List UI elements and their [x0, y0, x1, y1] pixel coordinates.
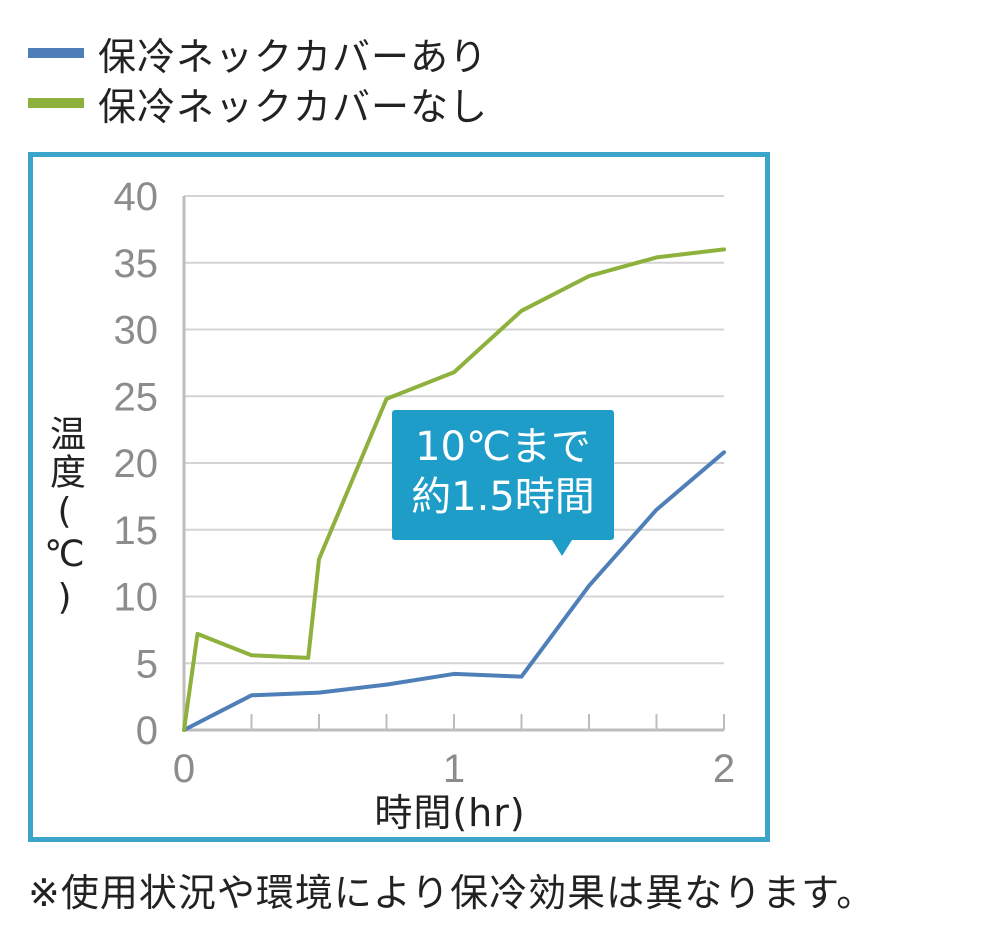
callout-line1: 10℃まで — [415, 424, 591, 470]
chart-frame — [28, 152, 770, 842]
y-tick-label-20: 20 — [114, 442, 159, 486]
y-tick-label-15: 15 — [114, 509, 159, 553]
y-tick-label-30: 30 — [114, 309, 159, 353]
y-tick-label-10: 10 — [114, 576, 159, 620]
legend-item-without-cover: 保冷ネックカバーなし — [28, 78, 489, 129]
y-tick-label-5: 5 — [136, 642, 158, 686]
legend-label-without-cover: 保冷ネックカバーなし — [98, 84, 489, 129]
y-axis-label: 温度(℃) — [44, 415, 85, 620]
callout-box: 10℃まで 約1.5時間 — [392, 410, 614, 540]
series-line-1 — [182, 247, 726, 732]
legend: 保冷ネックカバーあり 保冷ネックカバーなし — [28, 28, 489, 129]
y-tick-label-40: 40 — [114, 175, 159, 219]
legend-item-with-cover: 保冷ネックカバーあり — [28, 28, 489, 79]
x-axis-label: 時間(hr) — [374, 791, 526, 835]
x-tick-label-0: 0 — [173, 747, 195, 791]
callout-line2: 約1.5時間 — [411, 474, 595, 520]
y-tick-label-25: 25 — [114, 375, 159, 419]
y-tick-label-35: 35 — [114, 242, 159, 286]
x-tick-label-2: 2 — [713, 747, 735, 791]
legend-swatch-without-cover — [28, 98, 84, 108]
x-tick-label-1: 1 — [443, 747, 465, 791]
series-line-0 — [182, 450, 726, 732]
legend-label-with-cover: 保冷ネックカバーあり — [98, 34, 489, 79]
footnote: ※使用状況や環境により保冷効果は異なります。 — [28, 871, 876, 915]
callout-tail — [552, 540, 572, 556]
y-tick-label-0: 0 — [136, 709, 158, 753]
legend-swatch-with-cover — [28, 48, 84, 58]
